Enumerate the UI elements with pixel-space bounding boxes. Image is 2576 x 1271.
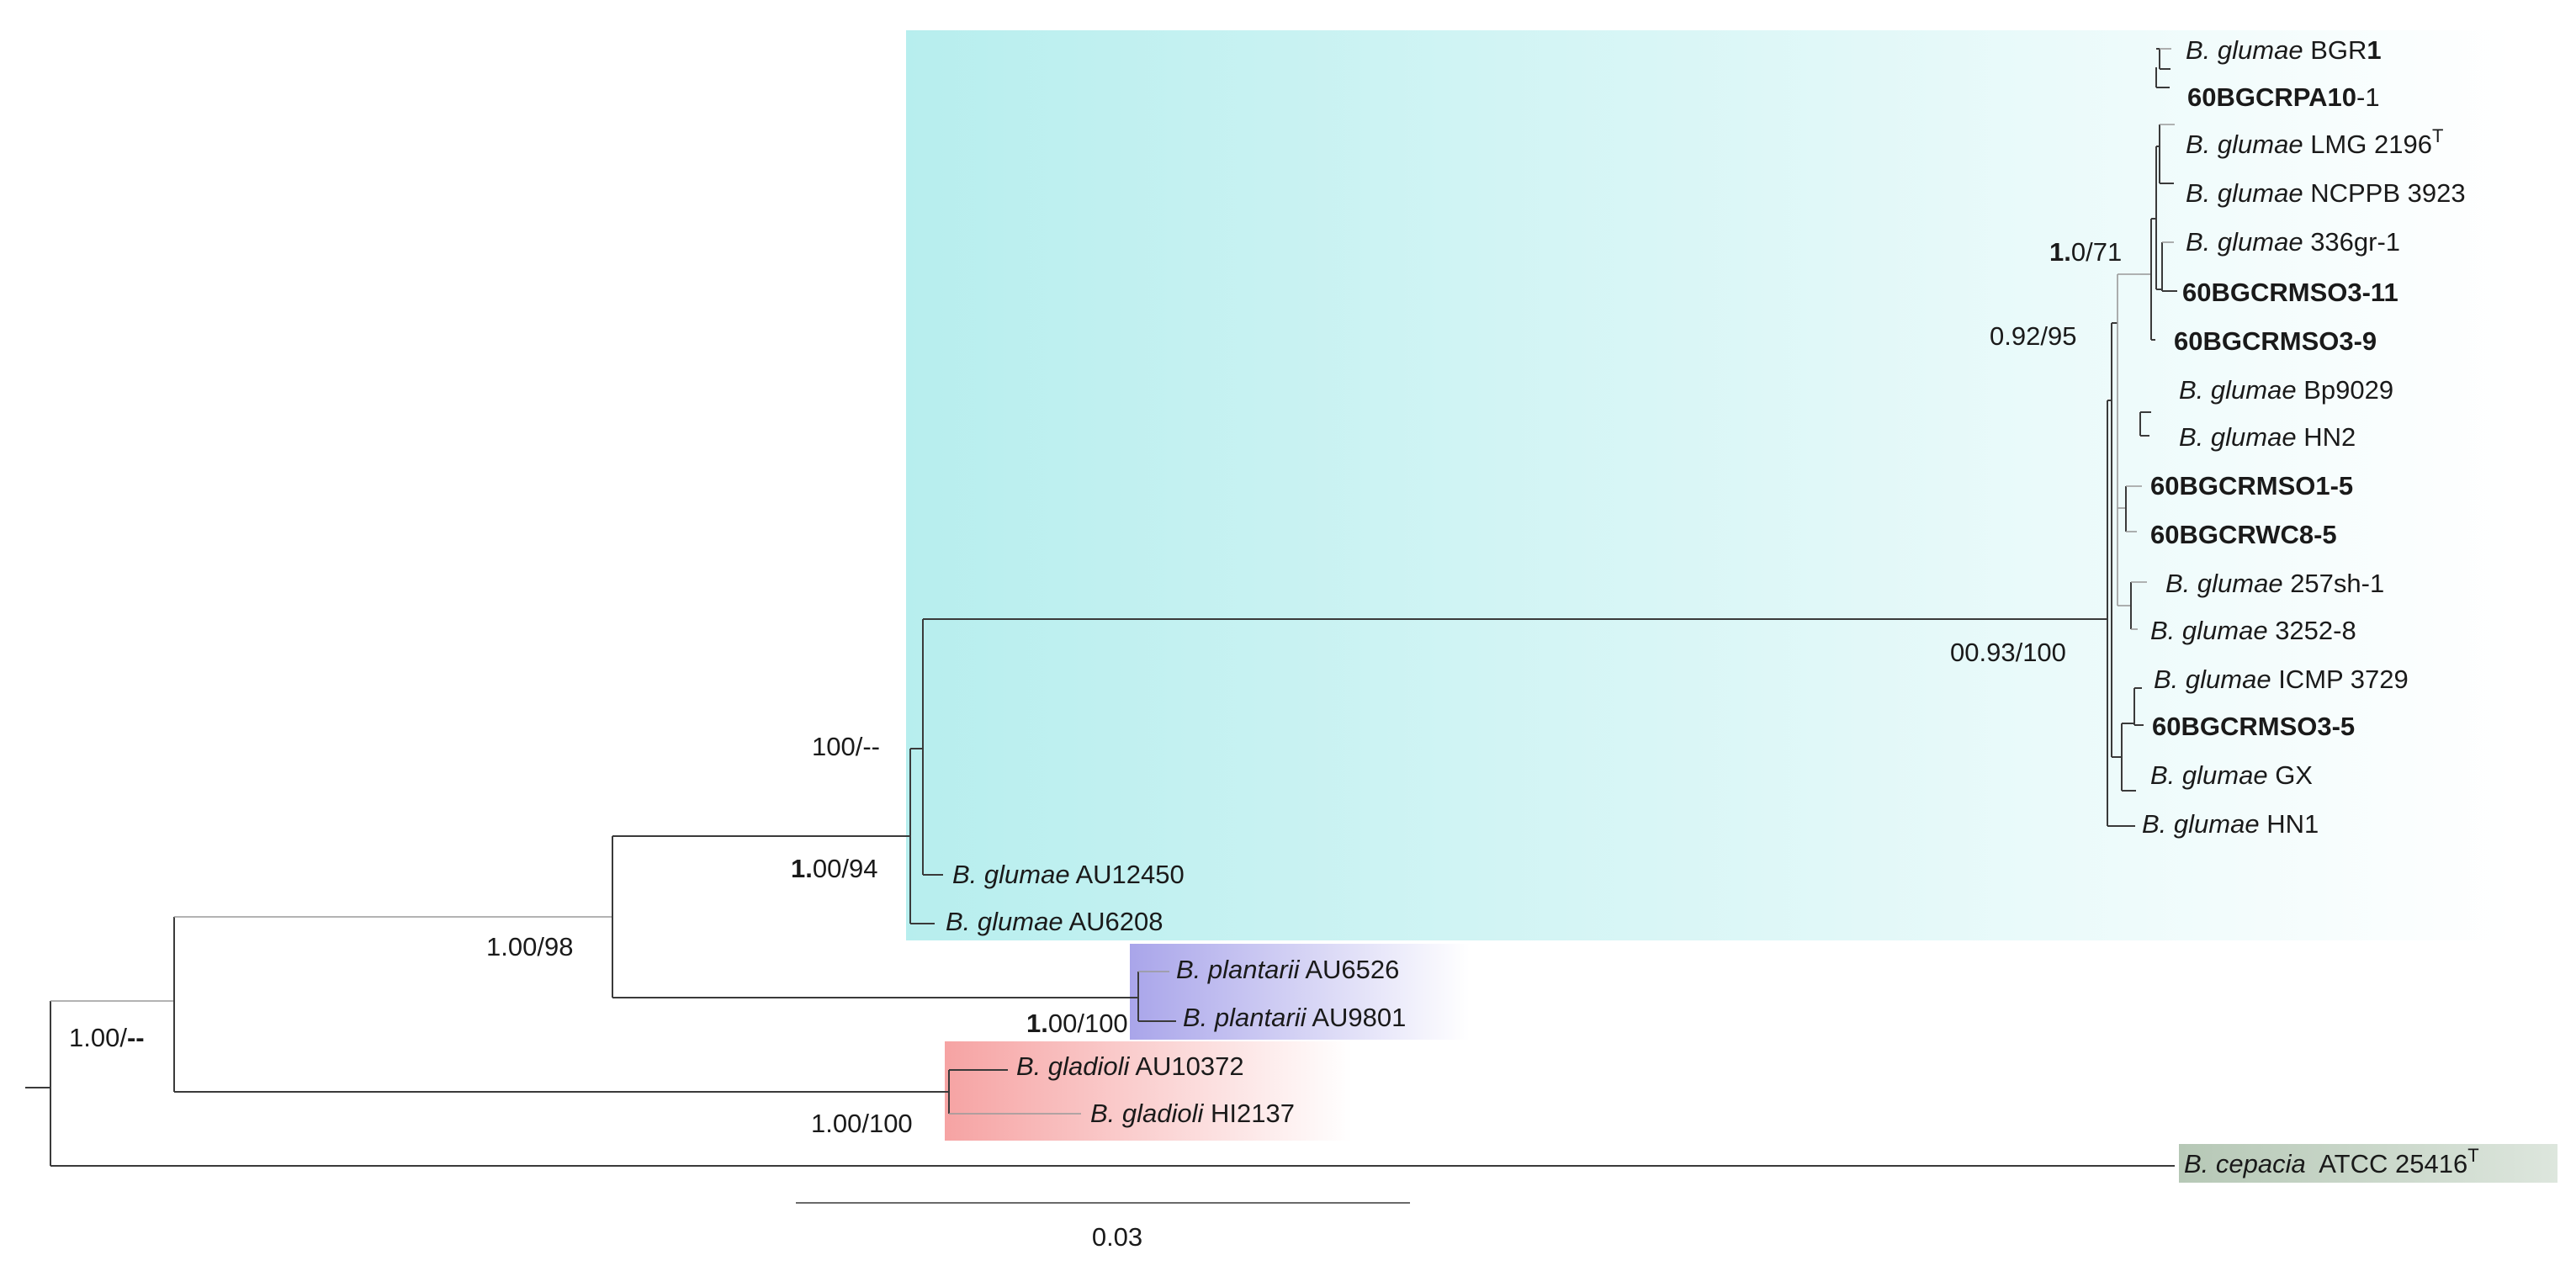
leaf-label: B. gladioli HI2137	[1090, 1099, 1295, 1128]
support-value: 1.0/71	[2049, 237, 2122, 267]
leaf-label: 60BGCRMSO3-9	[2174, 326, 2377, 356]
leaf-label: 60BGCRPA10-1	[2187, 82, 2380, 112]
leaf-label: B. gladioli AU10372	[1016, 1051, 1244, 1081]
leaf-label: B. glumae BGR1	[2186, 35, 2382, 65]
leaf-label: B. glumae 257sh-1	[2165, 569, 2384, 598]
clade-box-plantarii	[1130, 944, 1470, 1040]
leaf-label: B. glumae HN1	[2142, 809, 2319, 839]
leaf-label: B. plantarii AU6526	[1176, 955, 1399, 984]
leaf-label: B. glumae GX	[2150, 760, 2313, 790]
clade-box-gladioli	[945, 1041, 1352, 1141]
leaf-label: B. glumae 336gr-1	[2186, 227, 2400, 257]
leaf-label: B. glumae ICMP 3729	[2154, 665, 2409, 694]
leaf-label: 60BGCRMSO3-11	[2182, 278, 2398, 307]
support-values: 1.0/71 0.92/95 00.93/100 100/-- 1.00/94 …	[69, 237, 2122, 1138]
leaf-label: B. glumae AU6208	[946, 907, 1163, 936]
leaf-labels: B. glumae BGR1 60BGCRPA10-1 B. glumae LM…	[946, 35, 2479, 1178]
leaf-label: 60BGCRMSO3-5	[2152, 712, 2355, 741]
support-value: 1.00/--	[69, 1023, 145, 1052]
leaf-label: B. glumae Bp9029	[2179, 375, 2393, 405]
leaf-label: B. glumae AU12450	[952, 860, 1185, 889]
support-value: 1.00/94	[791, 854, 877, 883]
support-value: 1.00/100	[811, 1109, 913, 1138]
clade-box-cepacia	[2179, 1144, 2557, 1183]
support-value: 1.00/98	[486, 932, 573, 961]
support-value: 0.92/95	[1990, 321, 2076, 351]
leaf-label: B. cepacia ATCC 25416T	[2184, 1145, 2479, 1178]
clade-box-glumae	[906, 30, 2513, 940]
scale-bar-label: 0.03	[1092, 1222, 1142, 1252]
leaf-label: B. glumae HN2	[2179, 422, 2356, 452]
leaf-label: B. glumae NCPPB 3923	[2186, 178, 2466, 208]
support-value: 100/--	[812, 732, 880, 761]
scale-bar: 0.03	[796, 1202, 1410, 1252]
support-value: 00.93/100	[1950, 638, 2066, 667]
leaf-label: B. glumae LMG 2196T	[2186, 125, 2443, 159]
leaf-label: 60BGCRMSO1-5	[2150, 471, 2353, 500]
leaf-label: B. glumae 3252-8	[2150, 616, 2356, 645]
leaf-label: B. plantarii AU9801	[1183, 1003, 1406, 1032]
tree-branches	[25, 48, 2177, 1167]
leaf-label: 60BGCRWC8-5	[2150, 520, 2337, 549]
support-value: 1.00/100	[1026, 1009, 1128, 1038]
